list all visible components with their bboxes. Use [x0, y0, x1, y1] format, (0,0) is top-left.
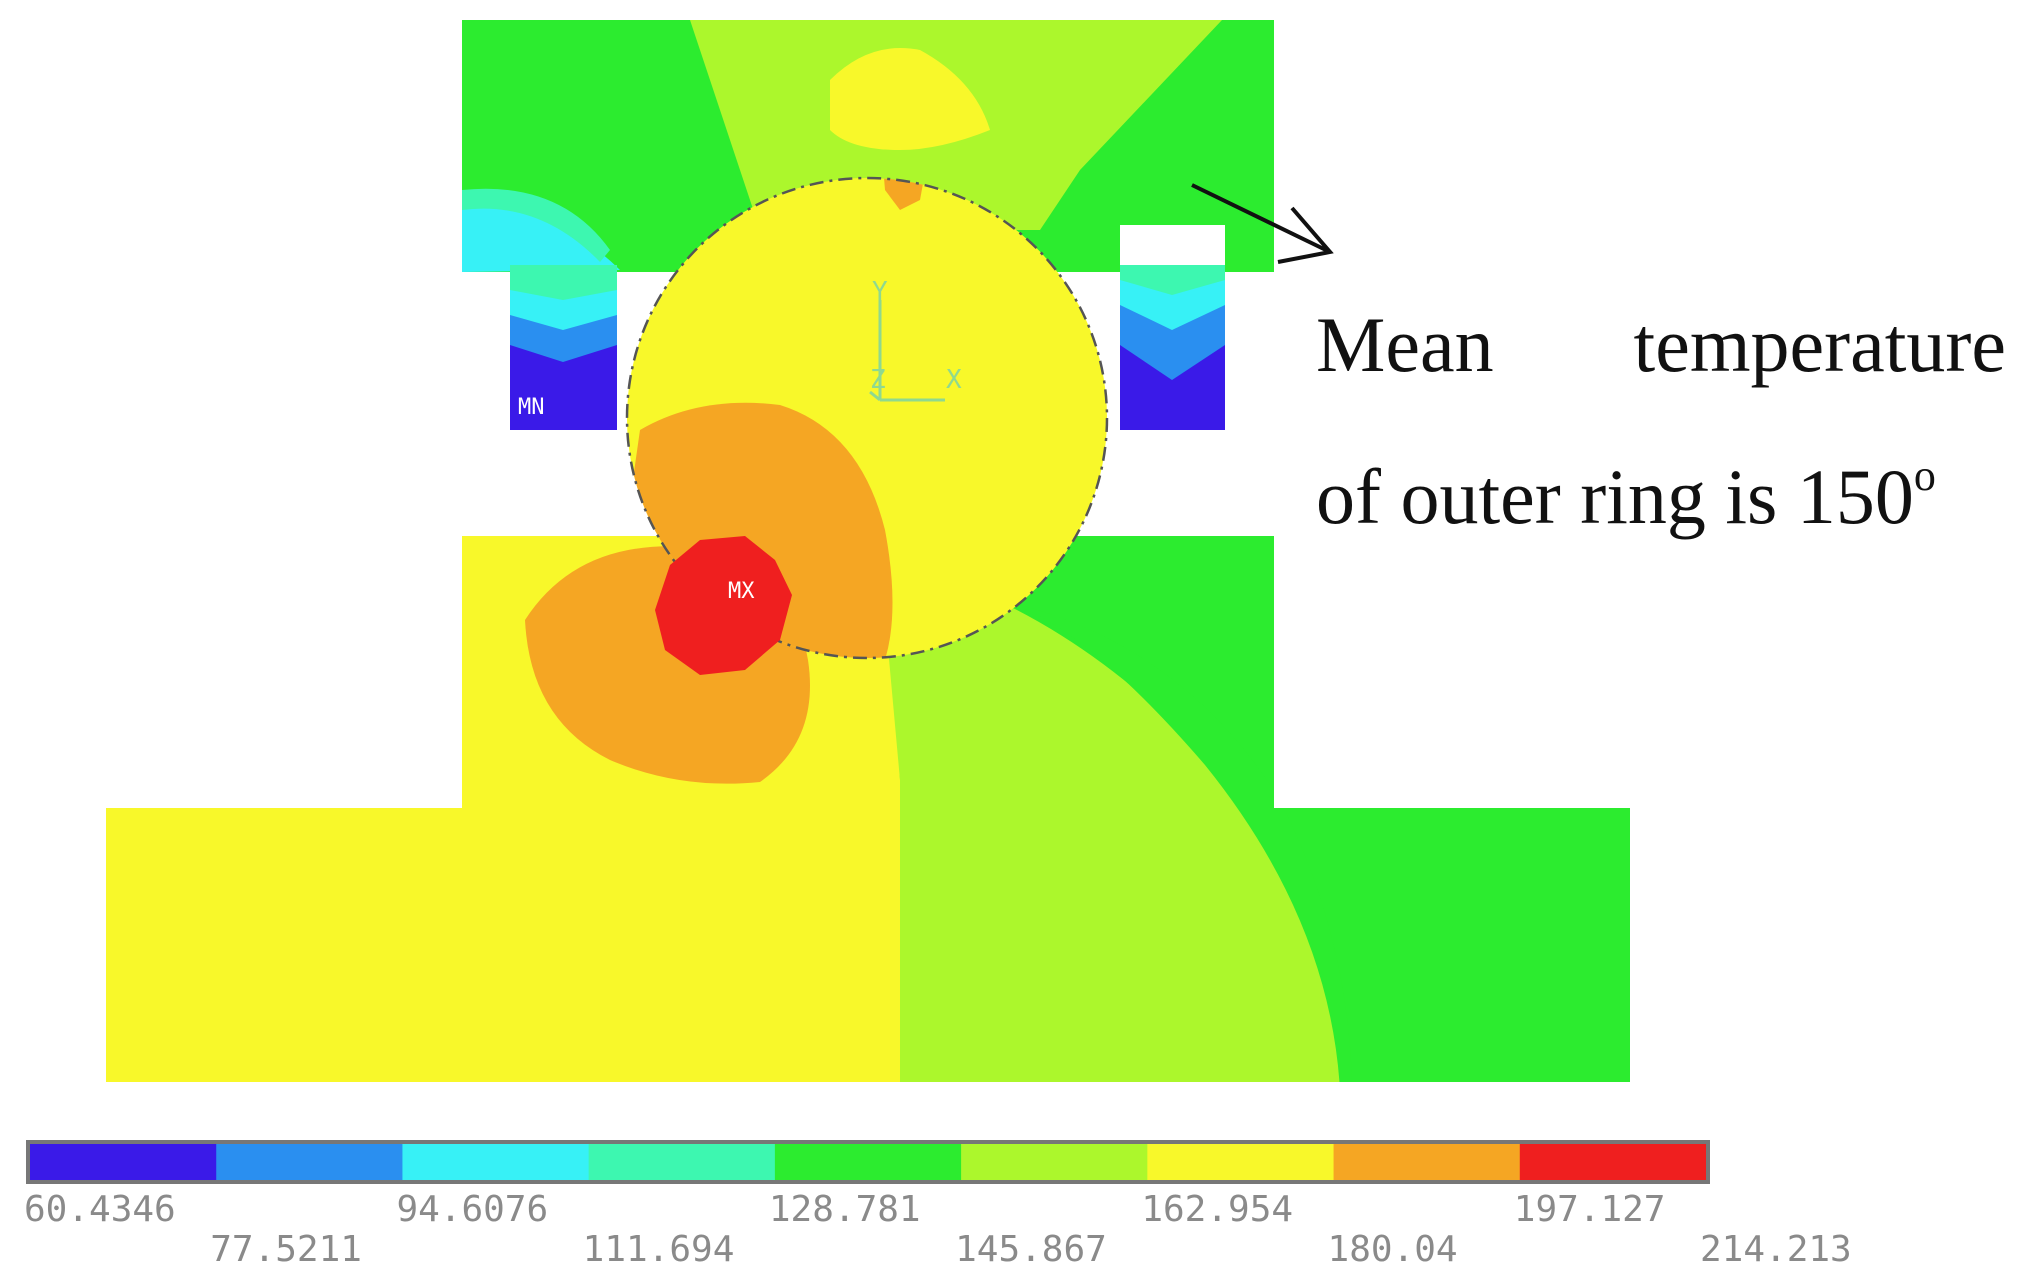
legend-bottom_row-label: 111.694 — [582, 1229, 735, 1270]
legend-swatch — [961, 1144, 1148, 1180]
legend-swatch — [216, 1144, 403, 1180]
legend-bottom_row-label: 214.213 — [1700, 1229, 1852, 1270]
legend-top_row-label: 197.127 — [1513, 1189, 1666, 1230]
annotation-arrow — [1191, 183, 1334, 264]
legend-swatch — [30, 1144, 217, 1180]
temperature-legend-bar — [26, 1140, 1710, 1184]
legend-swatch — [774, 1144, 962, 1180]
legend-top_row-label: 128.781 — [768, 1189, 921, 1230]
annotation-line-1: Mean temperature — [1316, 306, 2006, 384]
axis-y-label: Y — [872, 277, 888, 307]
legend-bottom_row-label: 180.04 — [1327, 1229, 1458, 1270]
legend-top_row-label: 60.4346 — [24, 1189, 176, 1230]
left-tab: MN — [510, 265, 617, 430]
annotation-word-mean: Mean — [1316, 301, 1494, 388]
legend-swatch — [402, 1144, 590, 1180]
legend-top_row-label: 162.954 — [1141, 1189, 1294, 1230]
coordinate-triad — [869, 300, 945, 402]
legend-bottom_row-label: 145.867 — [955, 1229, 1107, 1270]
annotation-line-2: of outer ring is 150o — [1316, 454, 1936, 536]
legend-swatch — [1519, 1144, 1707, 1180]
legend-bottom_row-label: 77.5211 — [210, 1229, 362, 1270]
axis-x-label: X — [946, 365, 962, 395]
legend-top_row-label: 94.6076 — [396, 1189, 549, 1230]
max-marker-label: MX — [728, 579, 755, 604]
annotation-line-2-text: of outer ring is 150 — [1316, 453, 1914, 540]
legend-swatch — [588, 1144, 776, 1180]
axis-z-label: Z — [870, 365, 886, 395]
legend-swatch — [1147, 1144, 1335, 1180]
min-marker-label: MN — [518, 395, 545, 420]
right-tab — [1120, 265, 1225, 430]
degree-symbol: o — [1913, 451, 1936, 500]
max-hotspot: MX — [655, 536, 792, 675]
legend-swatch — [1333, 1144, 1521, 1180]
annotation-word-temperature: temperature — [1633, 301, 2006, 388]
